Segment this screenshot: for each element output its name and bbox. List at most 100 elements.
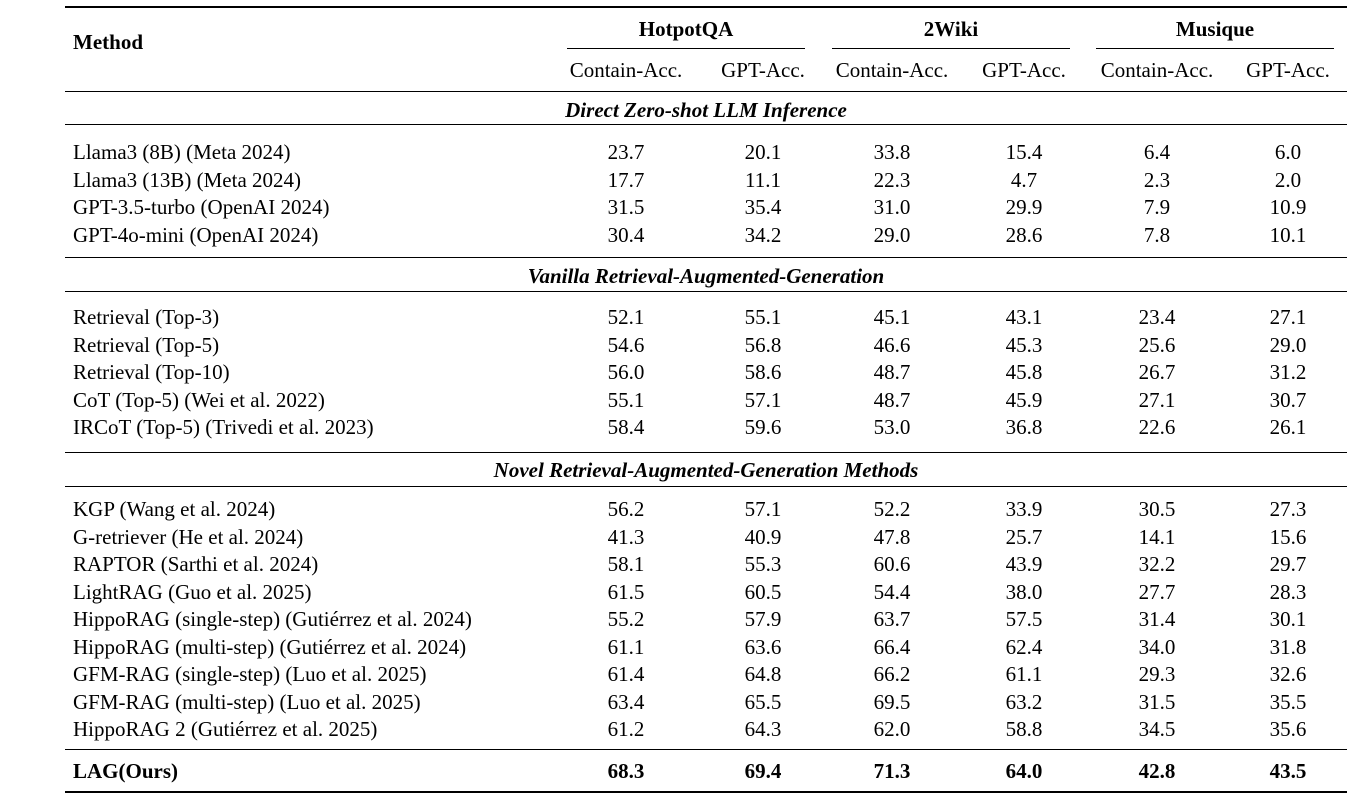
value-cell: 46.6 [873, 333, 911, 357]
value-cell: 69.5 [873, 690, 911, 714]
table-row: HippoRAG (single-step) (Gutiérrez et al.… [0, 605, 1353, 633]
method-cell: GPT-3.5-turbo (OpenAI 2024) [73, 195, 330, 219]
value-cell: 60.5 [744, 580, 782, 604]
method-cell: G-retriever (He et al. 2024) [73, 525, 304, 549]
value-cell: 7.8 [1143, 223, 1171, 247]
table-row: Llama3 (13B) (Meta 2024) 17.7 11.1 22.3 4.7 2… [0, 166, 1353, 194]
value-cell: 65.5 [744, 690, 782, 714]
value-cell: 57.9 [744, 607, 782, 631]
value-cell: 66.2 [873, 662, 911, 686]
value-cell: 62.4 [1005, 635, 1043, 659]
value-cell: 59.6 [744, 415, 782, 439]
value-cell: 68.3 [607, 759, 645, 783]
musique-header: Musique [1175, 17, 1255, 41]
value-cell: 17.7 [607, 168, 645, 192]
table-row: Retrieval (Top-5) 54.6 56.8 46.6 45.3 25.6 29.… [0, 331, 1353, 359]
value-cell: 52.2 [873, 497, 911, 521]
table-row: Llama3 (8B) (Meta 2024) 23.7 20.1 33.8 15.4 6… [0, 138, 1353, 166]
section3-top-rule [65, 452, 1347, 453]
value-cell: 48.7 [873, 360, 911, 384]
table-row: CoT (Top-5) (Wei et al. 2022) 55.1 57.1 48.… [0, 386, 1353, 414]
value-cell: 61.4 [607, 662, 645, 686]
method-cell: GPT-4o-mini (OpenAI 2024) [73, 223, 319, 247]
method-cell: HippoRAG (multi-step) (Gutiérrez et al. … [73, 635, 467, 659]
value-cell: 11.1 [745, 168, 781, 192]
value-cell: 45.3 [1005, 333, 1043, 357]
table-row: LightRAG (Guo et al. 2025) 61.5 60.5 54.4 38… [0, 578, 1353, 606]
metric-header: Contain-Acc. [1100, 58, 1214, 82]
value-cell: 4.7 [1010, 168, 1038, 192]
value-cell: 22.3 [873, 168, 911, 192]
value-cell: 52.1 [607, 305, 645, 329]
value-cell: 63.7 [873, 607, 911, 631]
value-cell: 47.8 [873, 525, 911, 549]
method-cell: Retrieval (Top-5) [73, 333, 220, 357]
value-cell: 34.5 [1138, 717, 1176, 741]
2wiki-cmidrule [832, 48, 1070, 49]
method-cell: HippoRAG (single-step) (Gutiérrez et al.… [73, 607, 472, 631]
value-cell: 10.9 [1269, 195, 1307, 219]
value-cell: 30.5 [1138, 497, 1176, 521]
method-cell: LightRAG (Guo et al. 2025) [73, 580, 312, 604]
value-cell: 29.0 [873, 223, 911, 247]
value-cell: 2.0 [1274, 168, 1302, 192]
value-cell: 64.0 [1005, 759, 1043, 783]
value-cell: 6.4 [1143, 140, 1171, 164]
value-cell: 10.1 [1269, 223, 1307, 247]
value-cell: 15.4 [1005, 140, 1043, 164]
value-cell: 34.0 [1138, 635, 1176, 659]
value-cell: 31.5 [607, 195, 645, 219]
value-cell: 66.4 [873, 635, 911, 659]
value-cell: 32.6 [1269, 662, 1307, 686]
value-cell: 56.2 [607, 497, 645, 521]
value-cell: 48.7 [873, 388, 911, 412]
value-cell: 55.3 [744, 552, 782, 576]
method-cell: Retrieval (Top-10) [73, 360, 230, 384]
value-cell: 27.3 [1269, 497, 1307, 521]
value-cell: 45.8 [1005, 360, 1043, 384]
value-cell: 56.8 [744, 333, 782, 357]
value-cell: 54.6 [607, 333, 645, 357]
value-cell: 61.2 [607, 717, 645, 741]
musique-cmidrule [1096, 48, 1334, 49]
section-title-zero-shot: Direct Zero-shot LLM Inference [565, 98, 847, 122]
value-cell: 23.7 [607, 140, 645, 164]
value-cell: 34.2 [744, 223, 782, 247]
value-cell: 35.6 [1269, 717, 1307, 741]
method-cell: CoT (Top-5) (Wei et al. 2022) [73, 388, 325, 412]
method-cell: KGP (Wang et al. 2024) [73, 497, 276, 521]
table-row: Retrieval (Top-3) 52.1 55.1 45.1 43.1 23.4 27.… [0, 303, 1353, 331]
value-cell: 53.0 [873, 415, 911, 439]
value-cell: 31.5 [1138, 690, 1176, 714]
section-title-vanilla-rag: Vanilla Retrieval-Augmented-Generation [527, 264, 885, 288]
value-cell: 23.4 [1138, 305, 1176, 329]
ours-row: LAG(Ours) 68.3 69.4 71.3 64.0 42.8 43.5 [0, 757, 1353, 785]
table-row: IRCoT (Top-5) (Trivedi et al. 2023) 58.4 5… [0, 413, 1353, 441]
method-cell: RAPTOR (Sarthi et al. 2024) [73, 552, 319, 576]
value-cell: 35.4 [744, 195, 782, 219]
value-cell: 61.1 [607, 635, 645, 659]
table-row: HippoRAG 2 (Gutiérrez et al. 2025) 61.2 64… [0, 715, 1353, 743]
method-cell: HippoRAG 2 (Gutiérrez et al. 2025) [73, 717, 378, 741]
method-cell: LAG(Ours) [73, 759, 178, 783]
value-cell: 64.8 [744, 662, 782, 686]
table-row: KGP (Wang et al. 2024) 56.2 57.1 52.2 33.9 30… [0, 495, 1353, 523]
value-cell: 31.0 [873, 195, 911, 219]
table-row: GPT-4o-mini (OpenAI 2024) 30.4 34.2 29.0 28.… [0, 221, 1353, 249]
method-cell: GFM-RAG (single-step) (Luo et al. 2025) [73, 662, 427, 686]
table-row: HippoRAG (multi-step) (Gutiérrez et al. … [0, 633, 1353, 661]
value-cell: 71.3 [873, 759, 911, 783]
value-cell: 28.6 [1005, 223, 1043, 247]
value-cell: 38.0 [1005, 580, 1043, 604]
value-cell: 43.9 [1005, 552, 1043, 576]
value-cell: 31.2 [1269, 360, 1307, 384]
value-cell: 58.8 [1005, 717, 1043, 741]
section2-top-rule [65, 257, 1347, 258]
value-cell: 2.3 [1143, 168, 1171, 192]
value-cell: 26.1 [1269, 415, 1307, 439]
value-cell: 41.3 [607, 525, 645, 549]
value-cell: 22.6 [1138, 415, 1176, 439]
value-cell: 61.1 [1005, 662, 1043, 686]
value-cell: 33.9 [1005, 497, 1043, 521]
value-cell: 31.4 [1138, 607, 1176, 631]
